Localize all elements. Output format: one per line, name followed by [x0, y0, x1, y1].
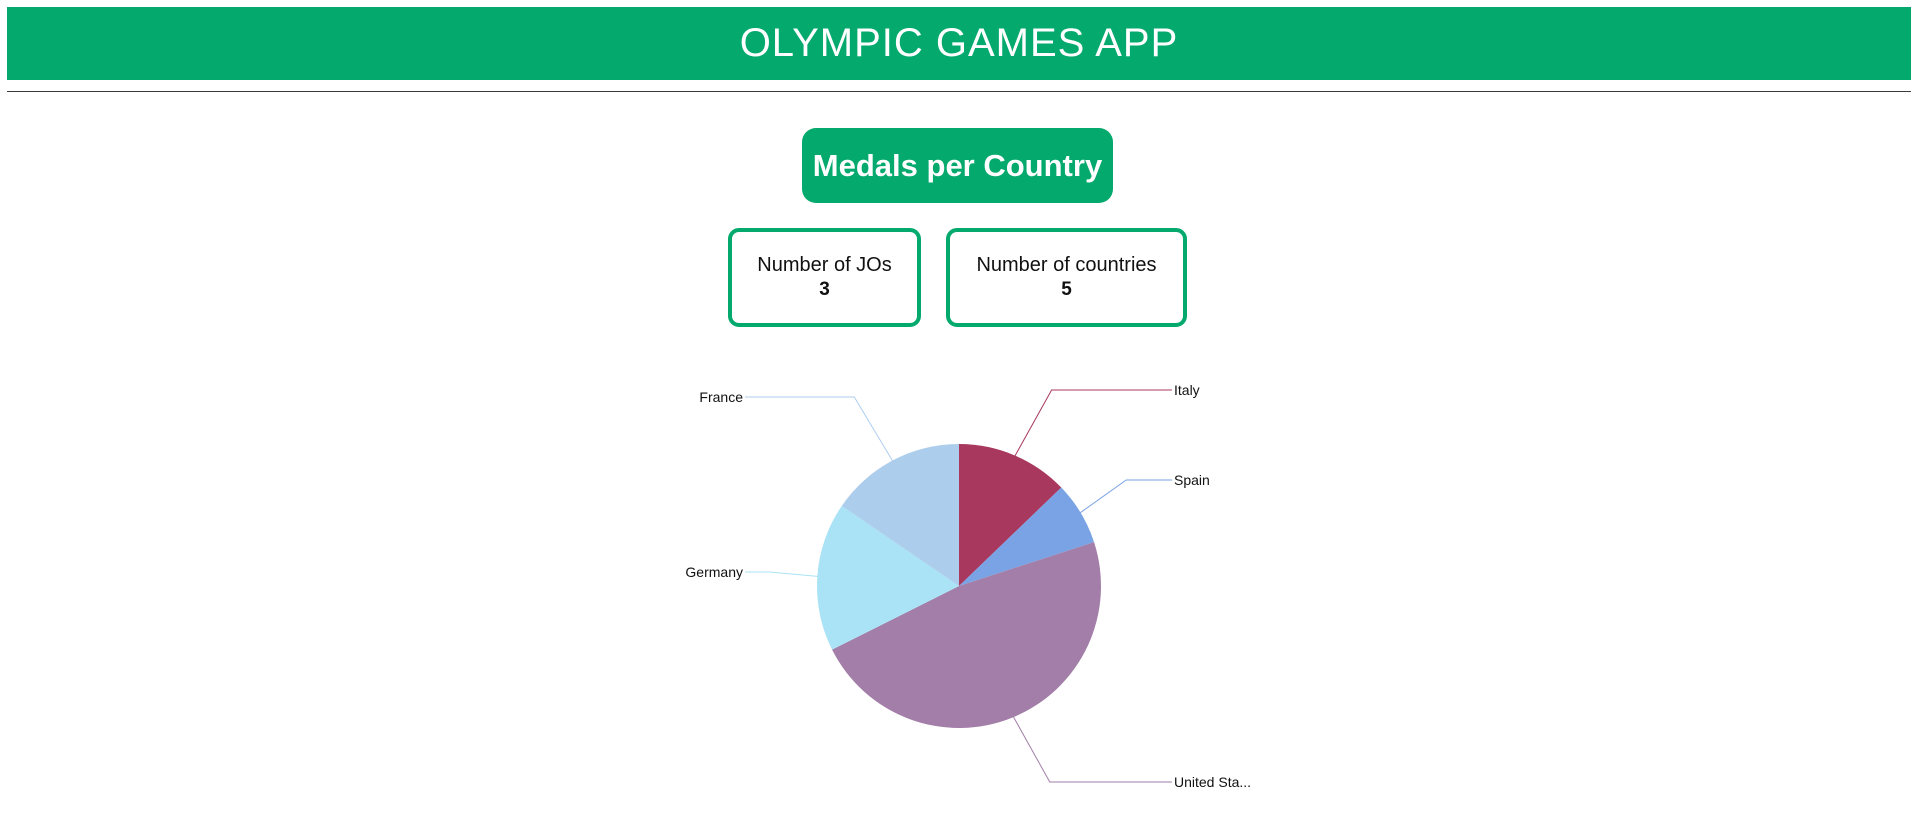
pie-label-spain: Spain [1174, 472, 1210, 488]
pie-slice-spain[interactable] [959, 487, 1095, 586]
stat-value-jos: 3 [819, 279, 830, 300]
pie-leader-line [745, 571, 824, 578]
app-header: OLYMPIC GAMES APP [7, 7, 1911, 80]
pie-label-france: France [699, 389, 743, 405]
stat-card-countries: Number of countries 5 [946, 228, 1187, 327]
app-title: OLYMPIC GAMES APP [739, 21, 1179, 65]
pie-label-united-states: United Sta... [1174, 774, 1251, 790]
page-title: Medals per Country [802, 128, 1113, 203]
pie-label-germany: Germany [685, 564, 743, 580]
pie-leader-line [1075, 479, 1172, 517]
pie-leader-line [745, 396, 896, 466]
pie-leader-line [1010, 711, 1172, 783]
pie-slice-united-states[interactable] [832, 542, 1101, 728]
stat-label-countries: Number of countries [976, 254, 1157, 276]
stat-label-jos: Number of JOs [757, 254, 892, 276]
pie-leader-line [1011, 389, 1172, 462]
pie-slice-germany[interactable] [817, 505, 959, 650]
stat-card-jos: Number of JOs 3 [728, 228, 921, 327]
stat-value-countries: 5 [1061, 279, 1072, 300]
pie-slice-france[interactable] [841, 444, 959, 586]
pie-slice-italy[interactable] [959, 444, 1062, 586]
pie-label-italy: Italy [1174, 382, 1200, 398]
header-divider [7, 91, 1911, 92]
